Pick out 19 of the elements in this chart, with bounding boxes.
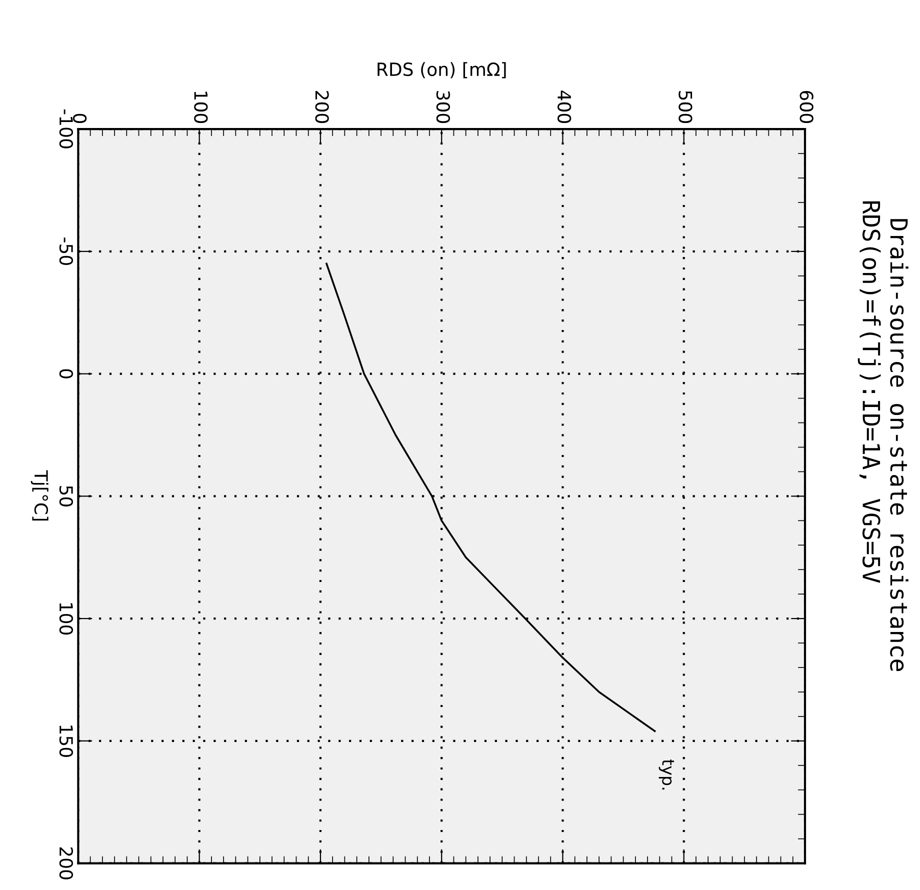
y-tick-label: 50	[59, 486, 74, 506]
y-tick-label: 0	[59, 369, 74, 378]
x-axis-title: RDS (on) [mΩ]	[378, 62, 506, 78]
y-tick-label: 100	[59, 603, 74, 635]
x-tick-label: 600	[800, 90, 814, 123]
y-tick-label: -50	[59, 238, 74, 265]
y-tick-label: 150	[59, 726, 74, 757]
x-tick-label: 300	[436, 91, 450, 123]
annotation: typ.	[658, 760, 674, 790]
text: Drain-source on-state resistance	[890, 219, 908, 672]
y-tick-label: -100	[59, 109, 74, 148]
x-tick-label: 400	[557, 90, 572, 123]
y-tick-label: 200	[59, 847, 74, 880]
x-tick-label: 100	[194, 92, 208, 123]
x-tick-label: 200	[315, 91, 329, 123]
x-tick-label: 0	[72, 114, 87, 123]
y-axis-title: Tj[°C]	[30, 470, 48, 521]
x-tick-label: 500	[678, 91, 692, 123]
text: RDS(on)=f(Tj):ID=1A, VGS=5V	[858, 201, 881, 583]
